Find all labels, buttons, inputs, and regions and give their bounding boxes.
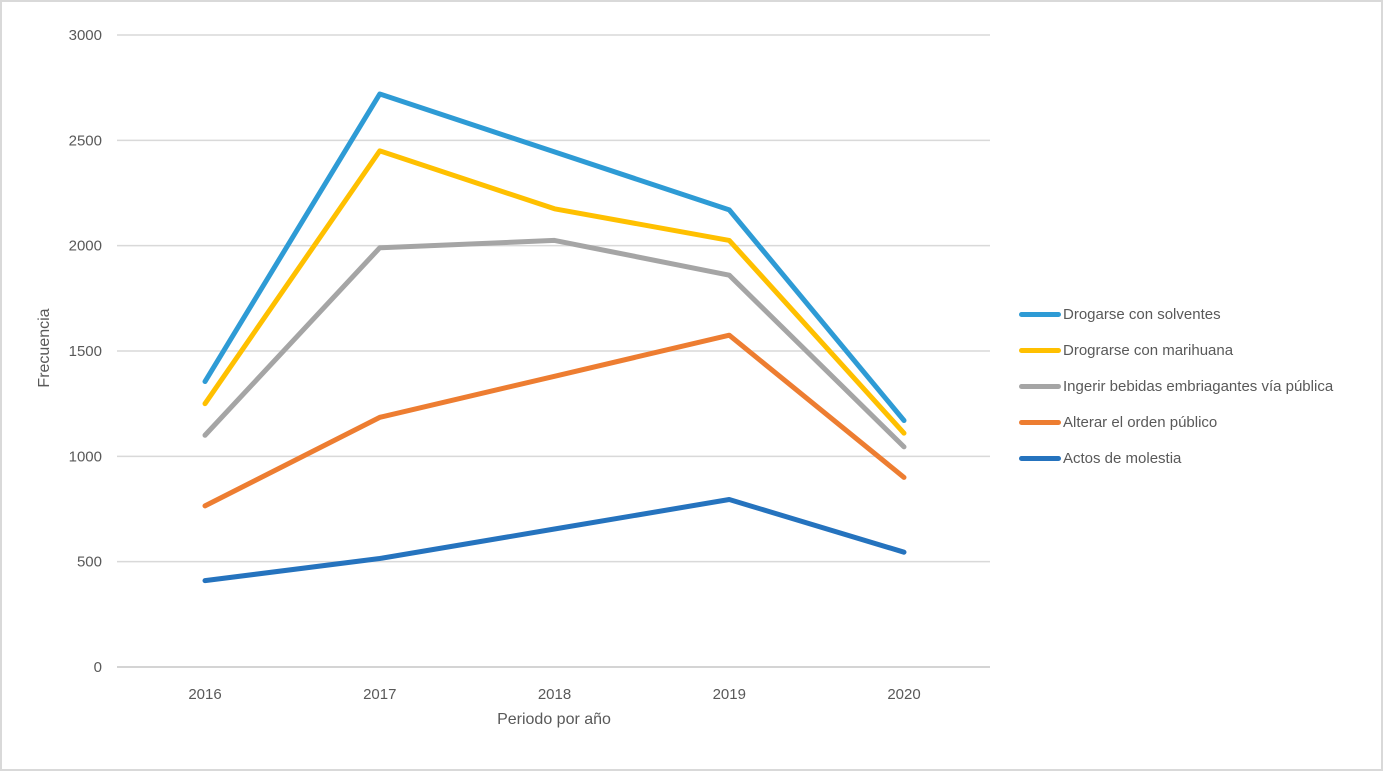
series-line-drogarse-con-solventes	[202, 91, 907, 424]
series-line-ingerir-bebidas-embriagantes-v-a-p-blica	[202, 237, 907, 450]
x-tick-label: 2019	[713, 686, 746, 703]
legend-label: Drograrse con marihuana	[1063, 341, 1234, 359]
legend-line-marker	[1019, 311, 1061, 317]
y-tick-label: 3000	[69, 27, 102, 44]
legend-label: Drogarse con solventes	[1063, 305, 1221, 323]
legend-line-marker	[1019, 347, 1061, 353]
legend-item[interactable]: Actos de molestia	[1019, 440, 1333, 476]
legend-item[interactable]: Drogarse con solventes	[1019, 296, 1333, 332]
legend-label: Actos de molestia	[1063, 449, 1182, 467]
y-tick-label: 2500	[69, 132, 102, 149]
series-line-actos-de-molestia	[202, 497, 907, 584]
x-tick-label: 2020	[887, 686, 920, 703]
x-tick-label: 2018	[538, 686, 571, 703]
y-tick-label: 0	[94, 659, 102, 676]
x-tick-label: 2016	[188, 686, 221, 703]
x-tick-label: 2017	[363, 686, 396, 703]
y-tick-label: 1000	[69, 448, 102, 465]
legend: Drogarse con solventes Drograrse con mari…	[1019, 296, 1333, 476]
series-line-alterar-el-orden-p-blico	[202, 332, 907, 509]
legend-item[interactable]: Alterar el orden público	[1019, 404, 1333, 440]
legend-line-marker	[1019, 383, 1061, 389]
y-tick-label: 500	[77, 554, 102, 571]
y-tick-label: 1500	[69, 343, 102, 360]
legend-item[interactable]: Ingerir bebidas embriagantes vía pública	[1019, 368, 1333, 404]
legend-item[interactable]: Drograrse con marihuana	[1019, 332, 1333, 368]
y-axis-title: Frecuencia	[36, 308, 53, 388]
y-tick-label: 2000	[69, 238, 102, 255]
legend-label: Ingerir bebidas embriagantes vía pública	[1063, 377, 1334, 395]
legend-label: Alterar el orden público	[1063, 413, 1218, 431]
series-line-drograrse-con-marihuana	[202, 148, 907, 436]
x-axis-title: Periodo por año	[497, 711, 611, 728]
legend-line-marker	[1019, 455, 1061, 461]
legend-line-marker	[1019, 419, 1061, 425]
